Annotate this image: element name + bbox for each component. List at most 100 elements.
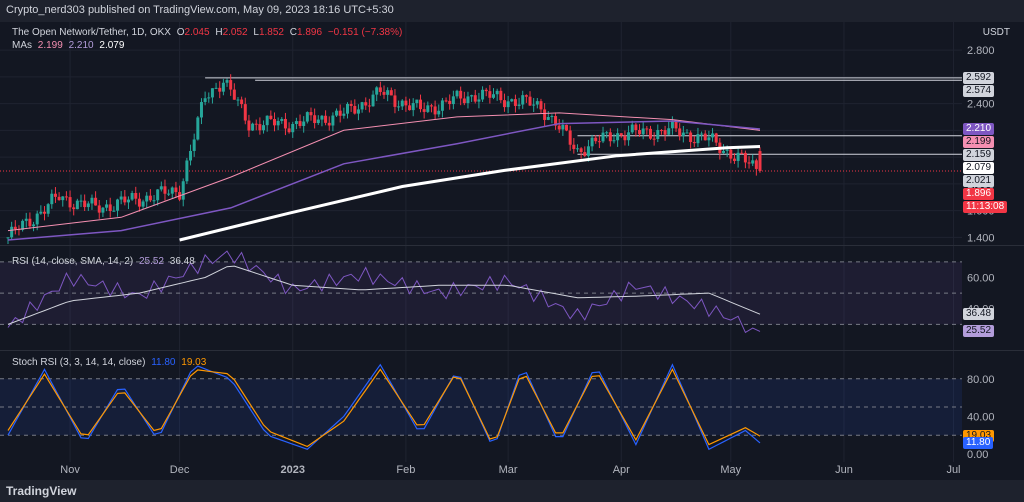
candle: [451, 96, 455, 105]
low-value: 1.852: [258, 27, 284, 38]
candle: [663, 130, 667, 135]
x-tick-label: Apr: [613, 464, 630, 476]
price-axis-badge: 2.574: [963, 84, 995, 97]
ma-label: MAs: [12, 40, 32, 51]
candle: [61, 196, 65, 201]
candle: [214, 87, 218, 89]
candle: [24, 218, 28, 221]
candle: [521, 95, 525, 105]
candle: [298, 121, 302, 126]
candle: [612, 140, 616, 142]
candle: [254, 123, 258, 125]
candle: [488, 91, 492, 98]
open-value: 2.045: [184, 27, 210, 38]
candle: [437, 110, 441, 115]
candle: [692, 142, 696, 144]
candle: [656, 130, 660, 139]
x-tick-label: Jun: [835, 464, 853, 476]
candle: [751, 160, 755, 164]
candle: [353, 105, 357, 114]
candle: [305, 112, 309, 122]
candle: [192, 139, 196, 151]
candle: [528, 96, 532, 106]
price-axis-badge: 2.210: [963, 123, 995, 135]
candle: [57, 196, 61, 201]
candle: [429, 105, 433, 107]
candle: [389, 90, 393, 96]
candle: [108, 204, 112, 212]
candle: [276, 120, 280, 126]
candle: [513, 99, 517, 106]
candle: [148, 195, 152, 201]
candle: [707, 137, 711, 141]
candle: [203, 98, 207, 103]
pane-divider[interactable]: [0, 245, 1024, 246]
candle: [137, 198, 141, 207]
candle: [79, 200, 83, 202]
candle: [404, 100, 408, 106]
candle: [199, 102, 203, 118]
publish-text: Crypto_nerd303 published on TradingView.…: [6, 4, 394, 16]
candle: [495, 90, 499, 95]
candle: [327, 122, 331, 126]
candle: [105, 204, 109, 208]
publish-bar: Crypto_nerd303 published on TradingView.…: [0, 0, 1024, 22]
candle: [517, 104, 521, 106]
price-legend: The Open Network/Tether, 1D, OKX O2.045 …: [12, 27, 403, 38]
candle: [648, 128, 652, 139]
candle: [499, 90, 503, 101]
candle: [167, 193, 171, 195]
candle: [433, 106, 437, 115]
chart-area[interactable]: NovDec2023FebMarAprMayJunJul2.8002.6002.…: [0, 22, 1024, 480]
candle: [196, 117, 200, 140]
candle: [444, 100, 448, 102]
candle: [397, 106, 401, 108]
candle: [539, 101, 543, 110]
candle: [262, 125, 266, 131]
x-tick-label: Jul: [946, 464, 960, 476]
candle: [35, 213, 39, 225]
pane-divider[interactable]: [0, 350, 1024, 351]
candle: [309, 112, 313, 116]
stoch-label: Stoch RSI (3, 3, 14, 14, close): [12, 357, 146, 368]
tradingview-footer: TradingView: [0, 480, 1024, 502]
price-axis-badge: 2.079: [963, 162, 995, 174]
rsi-y-tick: 60.00: [967, 272, 995, 284]
candle: [269, 115, 273, 120]
candle: [356, 109, 360, 114]
candle: [126, 199, 130, 203]
candle: [652, 138, 656, 140]
candle: [152, 200, 156, 202]
change-value: −0.151 (−7.38%): [327, 27, 403, 38]
symbol-title: The Open Network/Tether, 1D, OKX: [12, 27, 171, 38]
candle: [696, 134, 700, 144]
candle: [638, 130, 642, 135]
candle: [123, 196, 127, 203]
candle: [455, 90, 459, 97]
candle: [732, 158, 736, 161]
ma1-value: 2.199: [37, 40, 63, 51]
stoch-legend: Stoch RSI (3, 3, 14, 14, close) 11.80 19…: [12, 357, 209, 368]
candle: [338, 110, 342, 116]
candle: [225, 80, 229, 83]
candle: [400, 100, 404, 107]
candle: [119, 196, 123, 200]
candle: [287, 128, 291, 133]
stoch-k-line: [7, 363, 761, 451]
price-y-tick: 2.400: [967, 99, 995, 111]
candle: [324, 115, 328, 123]
candle: [670, 120, 674, 129]
rsi-legend: RSI (14, close, SMA, 14, 2) 25.52 36.48: [12, 256, 198, 267]
candle: [481, 89, 485, 100]
candle: [586, 146, 590, 156]
candle: [506, 101, 510, 108]
price-y-tick: 1.400: [967, 232, 995, 244]
candle: [90, 197, 94, 204]
candle: [492, 94, 496, 98]
candle: [265, 115, 269, 126]
candle: [251, 123, 255, 131]
candle: [583, 152, 587, 156]
candle: [32, 224, 36, 227]
candle: [502, 100, 506, 108]
candle: [484, 89, 488, 92]
